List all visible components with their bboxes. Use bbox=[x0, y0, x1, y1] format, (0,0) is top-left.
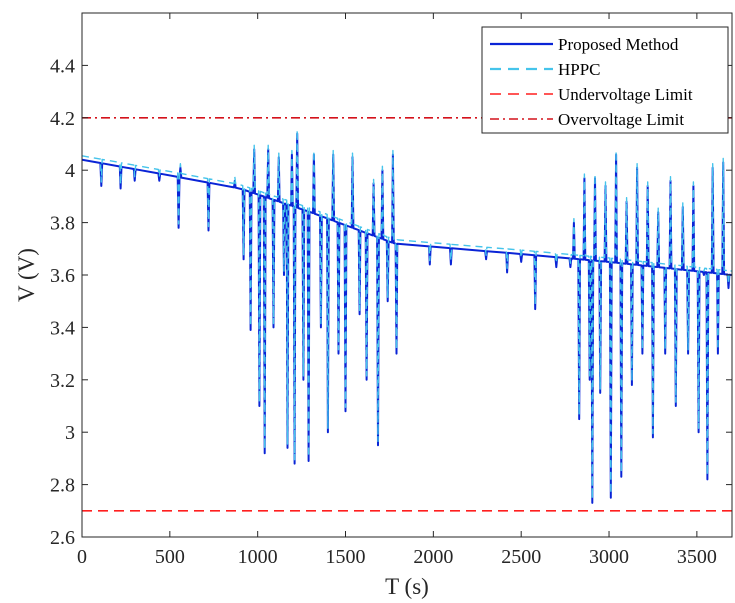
y-tick-label: 4.2 bbox=[50, 108, 75, 130]
y-tick-label: 3.4 bbox=[50, 317, 75, 339]
legend-label: Undervoltage Limit bbox=[558, 85, 693, 104]
x-tick-label: 3500 bbox=[677, 546, 717, 568]
x-tick-label: 0 bbox=[77, 546, 87, 568]
y-tick-label: 4 bbox=[65, 160, 75, 182]
x-tick-label: 3000 bbox=[589, 546, 629, 568]
y-tick-labels: 2.6 2.8 3 3.2 3.4 3.6 3.8 4 4.2 4.4 bbox=[50, 55, 75, 549]
reference-lines bbox=[82, 117, 732, 512]
legend-label: Overvoltage Limit bbox=[558, 110, 684, 129]
y-tick-label: 4.4 bbox=[50, 55, 75, 77]
x-tick-label: 2500 bbox=[501, 546, 541, 568]
legend-label: HPPC bbox=[558, 60, 601, 79]
x-axis-label: T (s) bbox=[385, 574, 429, 599]
y-tick-label: 2.6 bbox=[50, 527, 75, 549]
x-tick-label: 1000 bbox=[238, 546, 278, 568]
x-tick-label: 1500 bbox=[326, 546, 366, 568]
axis-ticks bbox=[81, 13, 732, 538]
legend: Proposed Method HPPC Undervoltage Limit Ove… bbox=[481, 26, 729, 134]
x-tick-labels: 0 500 1000 1500 2000 2500 3000 3500 bbox=[77, 546, 717, 568]
series-lines bbox=[82, 128, 732, 504]
x-tick-label: 2000 bbox=[413, 546, 453, 568]
x-tick-label: 500 bbox=[155, 546, 185, 568]
y-tick-label: 2.8 bbox=[50, 475, 75, 497]
legend-label: Proposed Method bbox=[558, 35, 679, 54]
y-tick-label: 3.2 bbox=[50, 370, 75, 392]
y-tick-label: 3.8 bbox=[50, 213, 75, 235]
y-tick-label: 3.6 bbox=[50, 265, 75, 287]
series-line bbox=[82, 128, 732, 500]
y-axis-label: V (V) bbox=[14, 248, 39, 302]
y-tick-label: 3 bbox=[65, 422, 75, 444]
